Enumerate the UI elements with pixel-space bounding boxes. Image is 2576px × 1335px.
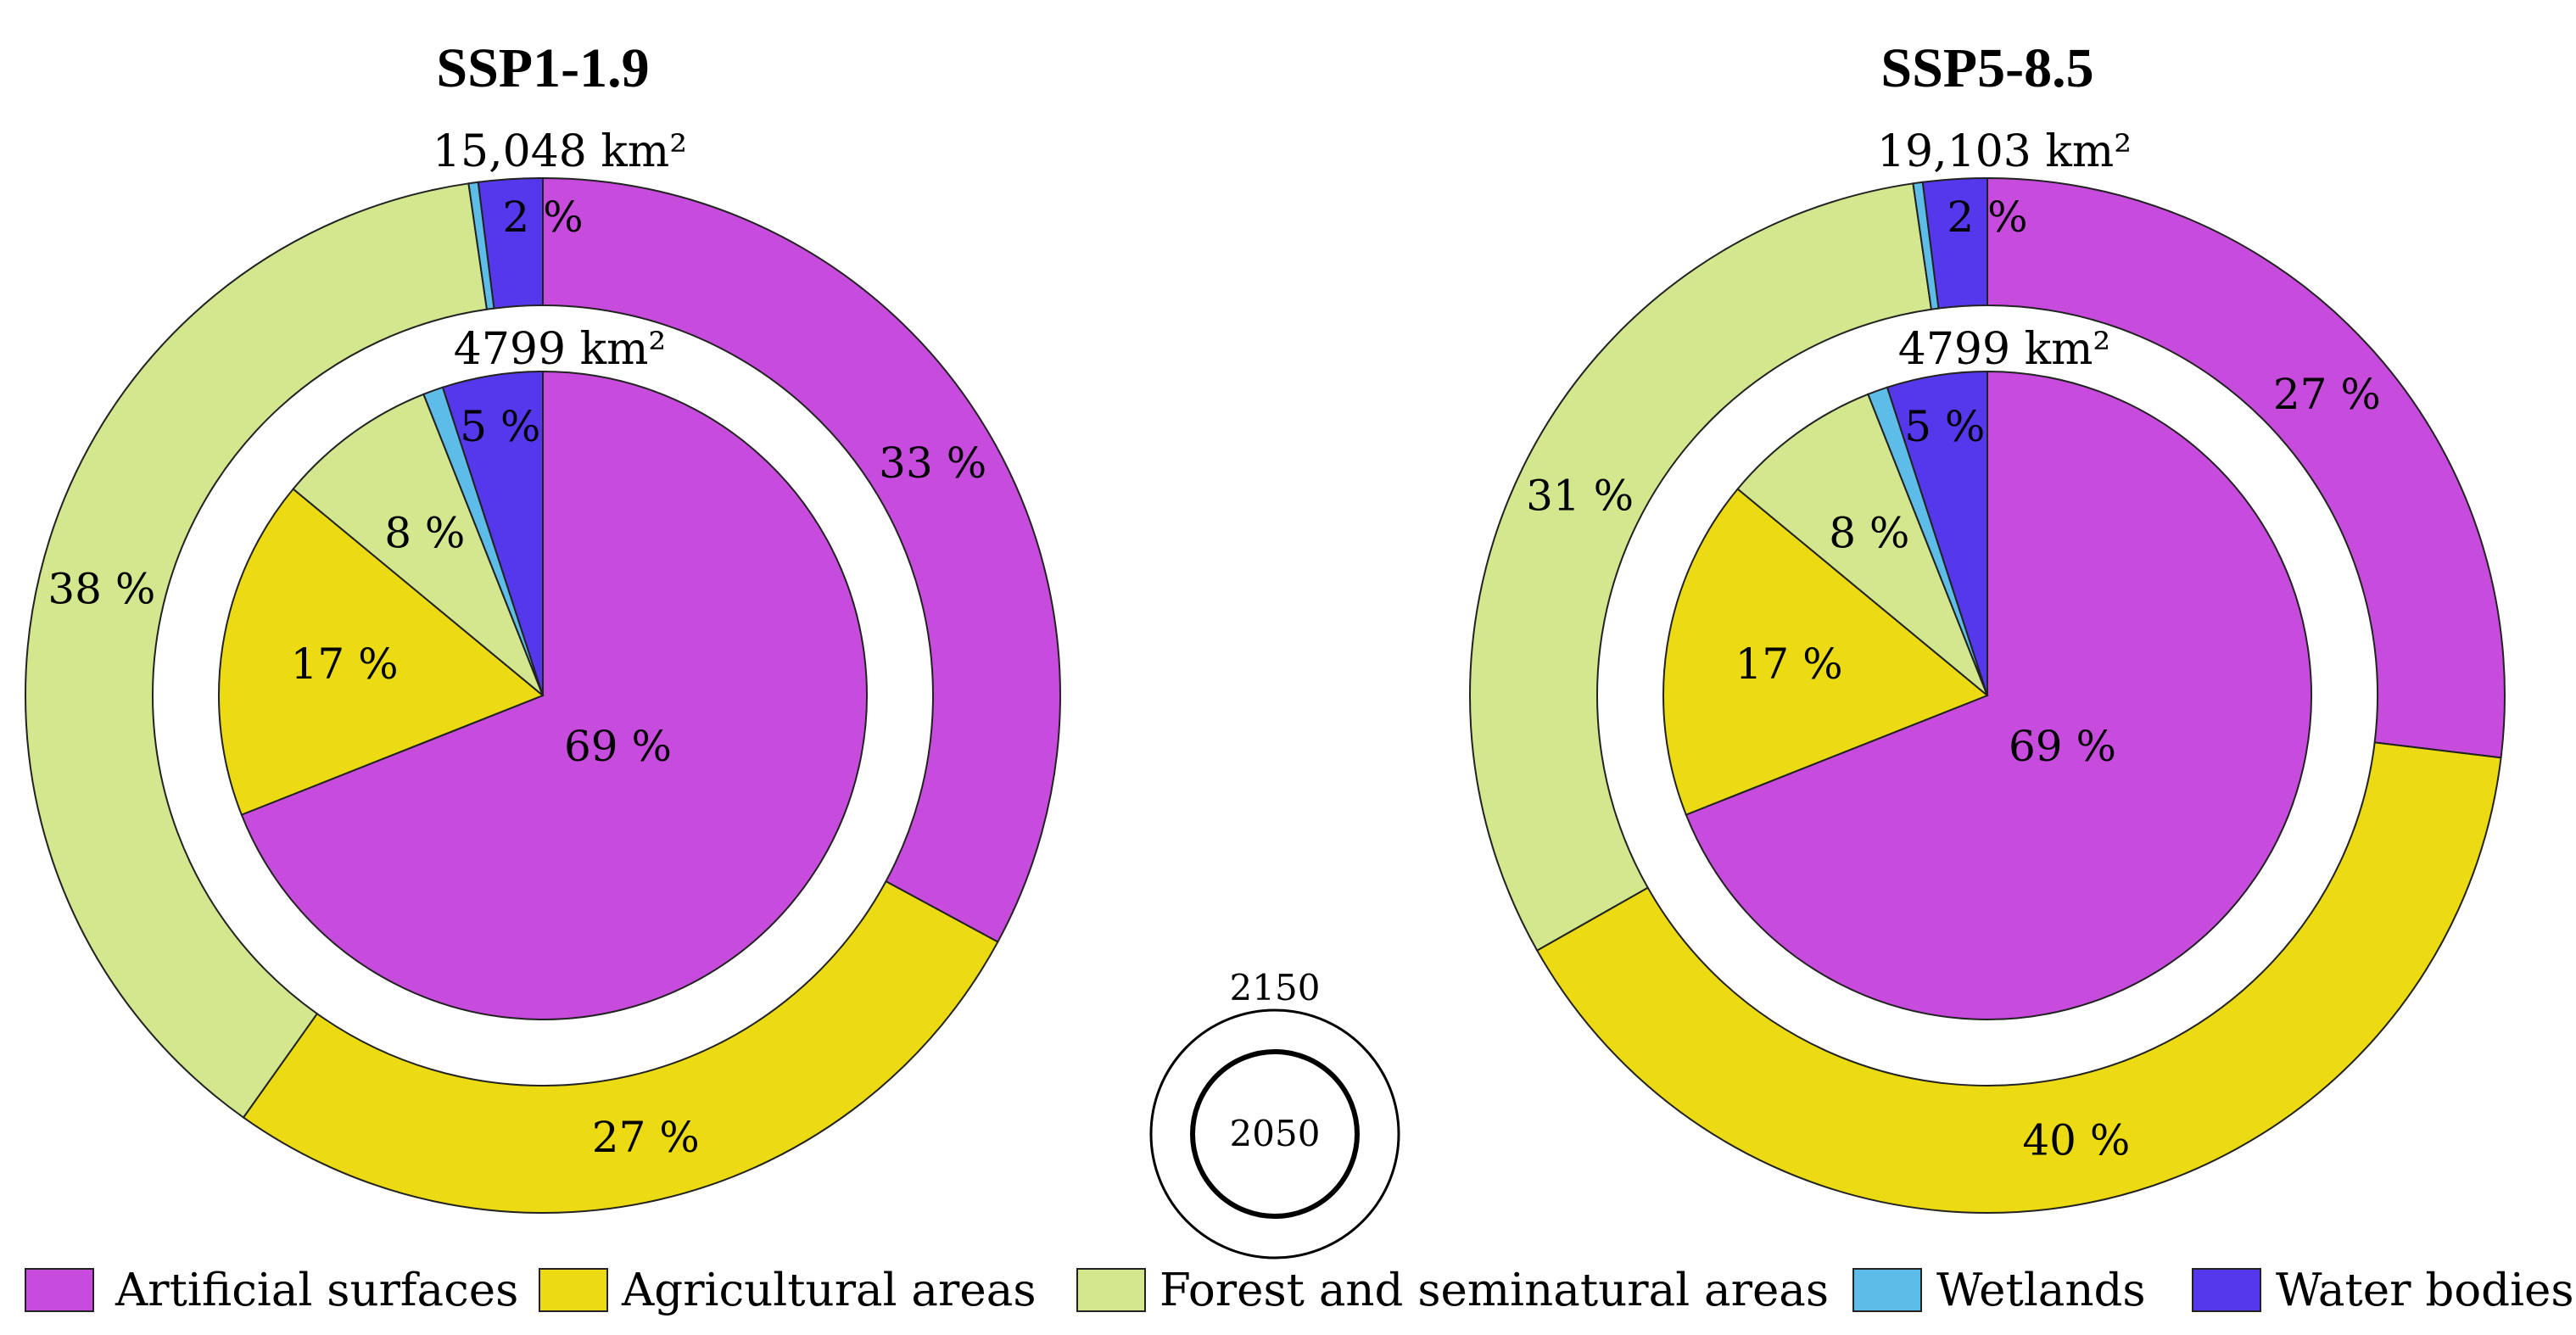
ring-label-artificial: 27 % <box>2273 370 2381 419</box>
inner-pie-2050 <box>218 370 869 1020</box>
ring-segment-forest <box>1469 182 1933 952</box>
ring-key: 2150 2050 <box>1149 967 1400 1260</box>
ring-segment-water <box>1921 176 1988 310</box>
legend-label-agricultural: Agricultural areas <box>621 1265 1037 1316</box>
pie-slice-forest <box>1736 393 1988 696</box>
legend: Artificial surfaces Agricultural areas F… <box>25 1265 2574 1316</box>
pie-slice-artificial <box>240 370 869 1020</box>
ring-key-inner-circle <box>1190 1049 1360 1219</box>
ring-segment-artificial <box>1986 176 2506 759</box>
chart-title-ssp5-8-5: SSP5-8.5 <box>1880 37 2093 99</box>
ring-label-forest: 38 % <box>47 565 155 614</box>
pie-label-agricultural: 17 % <box>1735 640 1843 689</box>
legend-swatch-wetlands <box>1852 1268 1922 1312</box>
pie-slice-water <box>1886 370 1988 696</box>
pie-slice-agricultural <box>1662 488 1989 816</box>
legend-swatch-agricultural <box>539 1268 608 1312</box>
ring-segment-forest <box>25 182 489 1119</box>
legend-swatch-artificial <box>25 1268 94 1312</box>
slice-labels: 27 % 40 % 31 % 2 % 69 % 17 % 8 % 5 % <box>1526 193 2381 1165</box>
ring-segment-agricultural <box>242 880 999 1214</box>
ring-key-inner-label: 2050 <box>1230 1113 1321 1154</box>
chart-title-ssp1-1-9: SSP1-1.9 <box>436 37 649 99</box>
inner-pie-2050 <box>1662 370 2313 1020</box>
ring-segment-agricultural <box>1535 741 2502 1214</box>
ring-segment-artificial <box>542 176 1061 943</box>
legend-label-artificial: Artificial surfaces <box>115 1265 518 1316</box>
legend-label-water: Water bodies <box>2276 1265 2574 1316</box>
ring-segment-water <box>477 176 544 310</box>
outer-total-label: 19,103 km² <box>1877 126 2132 177</box>
pie-label-water: 5 % <box>1904 402 1985 451</box>
pie-slice-agricultural <box>218 488 545 816</box>
pie-label-water: 5 % <box>460 402 540 451</box>
pie-label-forest: 8 % <box>1829 508 1909 557</box>
legend-swatch-forest <box>1076 1268 1146 1312</box>
outer-total-label: 15,048 km² <box>433 126 687 177</box>
pie-slice-water <box>441 370 544 696</box>
ring-label-agricultural: 27 % <box>592 1113 700 1162</box>
pie-slice-forest <box>292 393 544 696</box>
pie-slice-artificial <box>1685 370 2313 1020</box>
legend-label-forest: Forest and seminatural areas <box>1159 1265 1829 1316</box>
legend-swatch-water <box>2192 1268 2261 1312</box>
ring-label-water: 2 % <box>502 193 583 242</box>
pie-label-artificial: 69 % <box>564 722 672 771</box>
pie-label-agricultural: 17 % <box>291 640 399 689</box>
outer-ring-2150 <box>25 176 1061 1214</box>
outer-ring-2150 <box>1469 176 2506 1214</box>
inner-total-label: 4799 km² <box>454 324 667 375</box>
ring-label-water: 2 % <box>1947 193 2027 242</box>
ring-label-forest: 31 % <box>1526 472 1634 521</box>
ring-key-outer-label: 2150 <box>1230 967 1321 1008</box>
ring-label-agricultural: 40 % <box>2022 1116 2130 1165</box>
chart-ssp5-8-5: SSP5-8.5 27 % 40 % 31 % 2 % 69 % 17 % 8 % 5 % 1… <box>1469 37 2506 1214</box>
ring-label-artificial: 33 % <box>879 438 986 488</box>
legend-label-wetlands: Wetlands <box>1936 1265 2146 1316</box>
chart-ssp1-1-9: SSP1-1.9 33 % 27 % 38 % 2 % 69 % 17 % 8 % 5 % 1… <box>25 37 1061 1214</box>
slice-labels: 33 % 27 % 38 % 2 % 69 % 17 % 8 % 5 % <box>47 193 986 1162</box>
pie-label-forest: 8 % <box>384 508 465 557</box>
inner-total-label: 4799 km² <box>1898 324 2111 375</box>
pie-label-artificial: 69 % <box>2009 722 2116 771</box>
